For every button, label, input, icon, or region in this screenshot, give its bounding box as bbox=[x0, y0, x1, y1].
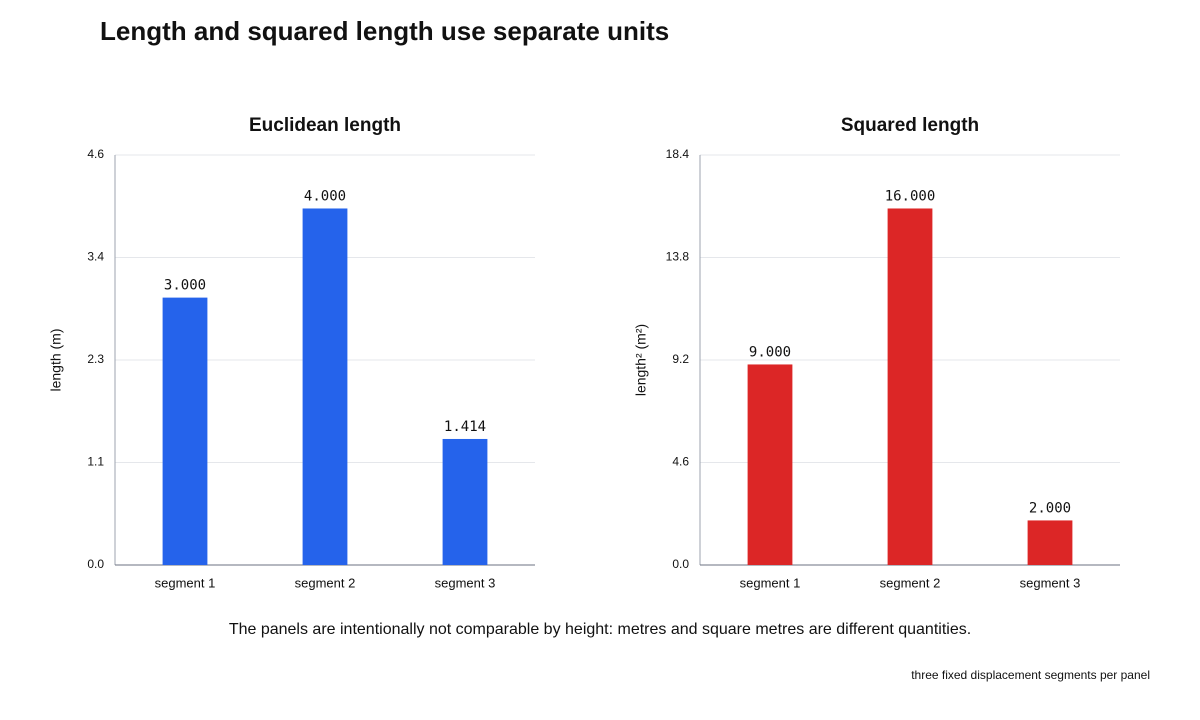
page-title: Length and squared length use separate u… bbox=[100, 16, 669, 46]
value-label: 9.000 bbox=[749, 344, 791, 360]
bar bbox=[887, 208, 933, 565]
y-tick-label: 2.3 bbox=[87, 352, 104, 366]
x-tick-label: segment 3 bbox=[1020, 575, 1081, 590]
bar bbox=[442, 438, 488, 565]
y-tick-label: 1.1 bbox=[87, 455, 104, 469]
value-label: 4.000 bbox=[304, 188, 346, 204]
panel-title: Euclidean length bbox=[249, 115, 401, 136]
y-axis-label: length² (m²) bbox=[633, 324, 649, 396]
y-tick-label: 0.0 bbox=[672, 557, 689, 571]
y-tick-label: 3.4 bbox=[87, 250, 104, 264]
y-tick-label: 18.4 bbox=[666, 147, 690, 161]
x-tick-label: segment 3 bbox=[435, 575, 496, 590]
y-tick-label: 13.8 bbox=[666, 250, 690, 264]
x-tick-label: segment 2 bbox=[295, 575, 356, 590]
y-tick-label: 0.0 bbox=[87, 557, 104, 571]
value-label: 1.414 bbox=[444, 419, 486, 435]
bar bbox=[747, 364, 793, 565]
y-tick-label: 4.6 bbox=[672, 455, 689, 469]
bar bbox=[1027, 520, 1073, 565]
y-tick-label: 9.2 bbox=[672, 352, 689, 366]
x-tick-label: segment 2 bbox=[880, 575, 941, 590]
footnote: three fixed displacement segments per pa… bbox=[911, 668, 1150, 682]
panel-title: Squared length bbox=[841, 115, 979, 136]
value-label: 3.000 bbox=[164, 278, 206, 294]
value-label: 2.000 bbox=[1029, 500, 1071, 516]
value-label: 16.000 bbox=[885, 188, 936, 204]
bar bbox=[302, 208, 348, 565]
x-tick-label: segment 1 bbox=[155, 575, 216, 590]
caption: The panels are intentionally not compara… bbox=[229, 621, 971, 638]
x-tick-label: segment 1 bbox=[740, 575, 801, 590]
y-tick-label: 4.6 bbox=[87, 147, 104, 161]
y-axis-label: length (m) bbox=[48, 328, 64, 391]
bar bbox=[162, 297, 208, 565]
